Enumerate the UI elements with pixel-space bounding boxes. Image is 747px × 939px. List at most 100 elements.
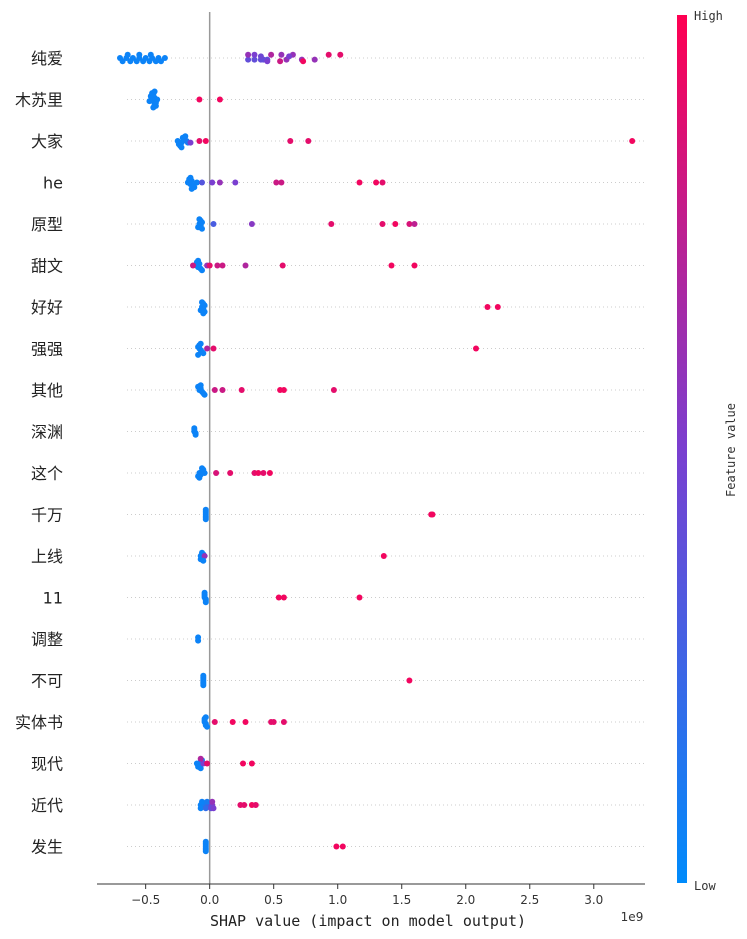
x-multiplier-label: 1e9: [621, 910, 644, 924]
shap-point: [197, 755, 204, 762]
shap-point: [232, 179, 239, 186]
shap-point: [484, 304, 491, 310]
shap-point: [154, 96, 161, 103]
shap-point: [257, 53, 264, 60]
shap-point: [241, 802, 248, 808]
x-ticks: −0.5 0.0 0.5 1.0 1.5 2.0 2.5 3.0: [131, 884, 603, 907]
shap-point: [197, 805, 204, 812]
shap-point: [251, 56, 258, 63]
feature-label: 木苏里: [15, 91, 63, 110]
shap-point: [209, 179, 216, 186]
shap-point: [201, 589, 208, 596]
shap-point: [211, 387, 218, 393]
shap-point: [188, 185, 195, 192]
shap-point: [152, 58, 159, 65]
shap-point: [392, 221, 399, 227]
shap-point: [219, 387, 226, 393]
shap-point: [240, 760, 246, 767]
x-tick-label: 1.5: [392, 893, 411, 907]
shap-point: [211, 719, 218, 725]
shap-point: [242, 262, 249, 269]
feature-label: 不可: [31, 672, 63, 691]
shap-point: [202, 838, 209, 845]
feature-label: 其他: [31, 381, 63, 400]
shap-point: [270, 719, 277, 725]
shap-point: [193, 179, 200, 186]
shap-point: [196, 138, 203, 144]
shap-point: [356, 594, 363, 601]
shap-point: [210, 221, 217, 227]
shap-point: [196, 216, 203, 223]
shap-point: [146, 98, 153, 105]
shap-point: [197, 765, 204, 772]
shap-point: [191, 425, 198, 432]
shap-point: [429, 511, 436, 518]
shap-point: [192, 431, 199, 438]
feature-label: 上线: [31, 547, 63, 566]
points-layer: [117, 51, 636, 855]
shap-point: [245, 56, 252, 63]
x-tick-label: 0.5: [264, 893, 283, 907]
shap-point: [277, 58, 284, 65]
shap-point: [210, 805, 217, 812]
shap-point: [219, 262, 226, 269]
x-tick-label: 1.0: [328, 893, 347, 907]
shap-point: [199, 299, 205, 306]
shap-point: [147, 51, 154, 58]
shap-point: [202, 138, 209, 144]
shap-point: [278, 51, 285, 58]
shap-point: [200, 672, 207, 679]
shap-point: [278, 179, 285, 186]
shap-point: [178, 144, 185, 151]
shap-point: [202, 516, 209, 523]
shap-point: [229, 719, 236, 725]
shap-point: [275, 594, 282, 601]
shap-point: [150, 104, 157, 111]
shap-point: [227, 470, 234, 476]
feature-label: 现代: [31, 755, 63, 774]
shap-point: [411, 262, 418, 269]
shap-point: [260, 470, 267, 476]
shap-point: [337, 51, 344, 58]
shap-point: [199, 225, 205, 232]
shap-point: [473, 345, 479, 352]
shap-point: [127, 58, 134, 65]
shap-point: [356, 179, 363, 186]
shap-point: [251, 51, 258, 58]
feature-label: 纯爱: [31, 49, 63, 68]
shap-point: [248, 221, 255, 227]
shap-point: [197, 340, 204, 347]
shap-point: [200, 350, 207, 357]
shap-point: [380, 553, 387, 559]
shap-point: [379, 179, 386, 186]
shap-point: [216, 96, 223, 103]
shap-point: [187, 174, 194, 181]
shap-point: [242, 719, 249, 725]
feature-label: 调整: [31, 630, 63, 649]
shap-point: [268, 51, 275, 58]
x-axis-title: SHAP value (impact on model output): [210, 912, 526, 930]
shap-point: [201, 470, 208, 476]
shap-point: [406, 677, 413, 684]
colorbar-title: Feature value: [724, 403, 738, 497]
shap-point: [333, 843, 340, 850]
shap-point: [330, 387, 337, 393]
shap-point: [199, 179, 205, 186]
shap-point: [214, 262, 221, 269]
feature-label: 实体书: [15, 713, 63, 732]
shap-point: [204, 760, 211, 767]
shap-point: [195, 351, 202, 358]
shap-point: [140, 58, 147, 65]
feature-label: 原型: [31, 215, 63, 234]
shap-point: [325, 51, 332, 58]
x-tick-label: −0.5: [131, 893, 160, 907]
shap-point: [280, 594, 287, 601]
shap-point: [388, 262, 395, 269]
shap-point: [200, 310, 207, 317]
shap-point: [238, 387, 245, 393]
feature-label: 甜文: [31, 257, 63, 276]
shap-point: [411, 221, 418, 227]
shap-point: [280, 719, 287, 725]
